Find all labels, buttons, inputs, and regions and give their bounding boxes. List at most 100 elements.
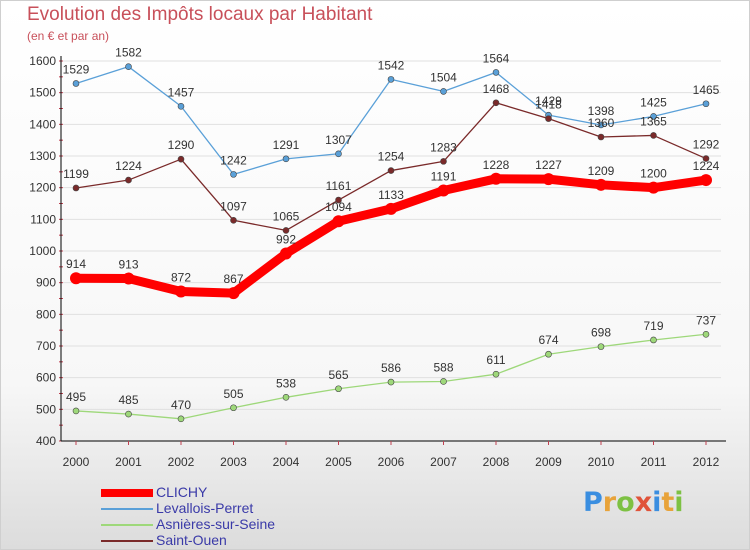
data-label: 1457 [168,85,195,99]
data-point [387,76,395,83]
y-tick-label: 500 [36,402,56,416]
data-point [387,378,395,386]
chart-subtitle: (en € et par an) [27,29,110,43]
data-point [440,88,447,95]
data-label: 611 [486,353,505,367]
data-point [440,158,447,165]
data-point [230,171,237,178]
logo-letter: P [583,487,603,518]
data-label: 1224 [693,159,720,173]
x-tick-label: 2008 [483,455,510,469]
data-point [545,115,552,122]
data-label: 1542 [378,58,405,72]
y-tick-label: 900 [36,276,56,290]
legend-label: Levallois-Perret [156,500,254,516]
legend-swatch [101,524,153,526]
data-label: 867 [223,272,243,286]
data-point [125,176,132,184]
data-label: 1504 [430,70,457,84]
data-label: 1254 [378,150,405,164]
data-point [492,69,500,76]
data-point [650,113,657,120]
data-point [440,378,447,385]
data-point [230,216,237,224]
data-point [72,80,80,87]
data-label: 485 [118,393,138,407]
data-point [282,227,290,234]
data-label: 1465 [693,83,720,97]
data-point [177,102,185,110]
data-label: 1429 [535,94,562,108]
data-label: 872 [171,271,191,285]
data-label: 1227 [535,158,562,172]
data-point [647,181,660,194]
y-tick-label: 600 [36,371,56,385]
data-label: 1228 [483,158,510,172]
data-point [650,336,657,344]
legend-item: Levallois-Perret [101,500,361,517]
data-label: 1425 [640,95,667,109]
data-point [175,285,187,298]
data-point [492,370,500,378]
x-tick-label: 2002 [168,455,195,469]
logo-letter: o [616,487,635,518]
chart-title: Evolution des Impôts locaux par Habitant [27,4,373,25]
legend-label: Saint-Ouen [156,532,227,548]
data-point [332,215,345,228]
data-label: 1094 [325,200,352,214]
x-tick-label: 2011 [641,455,667,469]
data-point [177,155,185,163]
data-label: 674 [538,333,558,347]
data-point [280,247,292,260]
data-label: 1468 [483,82,510,96]
data-label: 1209 [588,164,615,178]
data-label: 1133 [378,188,404,202]
y-tick-label: 1200 [29,181,56,195]
data-label: 495 [66,390,86,404]
data-label: 914 [66,257,86,271]
legend-swatch [101,508,153,510]
data-point [702,155,710,162]
data-point [595,178,607,191]
x-tick-label: 2010 [588,455,615,469]
data-label: 913 [118,258,138,272]
logo-letter: r [602,487,617,518]
x-tick-label: 2006 [378,455,405,469]
data-point [490,172,502,185]
data-point [385,202,397,215]
y-tick-label: 1500 [29,86,56,100]
y-tick-label: 1300 [29,149,56,163]
data-label: 1582 [115,46,142,60]
legend-swatch [101,489,153,497]
x-tick-label: 2005 [325,455,352,469]
y-tick-label: 400 [36,434,56,448]
data-point [125,63,132,70]
data-point [702,330,710,338]
logo-letter: t [661,487,675,518]
data-point [335,385,342,393]
data-point [227,287,240,300]
logo-letter: x [634,487,653,518]
data-point [125,410,132,418]
logo-letter: i [652,487,662,518]
data-point [387,167,395,174]
data-label: 538 [276,376,296,390]
y-tick-label: 800 [36,307,56,321]
x-tick-label: 2004 [273,455,300,469]
data-point [177,415,185,423]
data-point [597,343,605,350]
data-label: 1161 [326,179,352,193]
x-tick-label: 2009 [535,455,562,469]
data-point [702,100,710,108]
legend: CLICHY Levallois-Perret Asnières-sur-Seine… [101,484,361,549]
data-point [72,407,80,415]
legend-item: CLICHY [101,484,361,501]
data-label: 1065 [273,209,300,223]
data-label: 470 [171,398,191,412]
data-point [597,133,605,141]
legend-swatch [101,540,153,542]
data-label: 1564 [483,51,510,65]
data-point [282,155,290,163]
data-label: 1283 [430,140,457,154]
data-point [122,272,135,285]
